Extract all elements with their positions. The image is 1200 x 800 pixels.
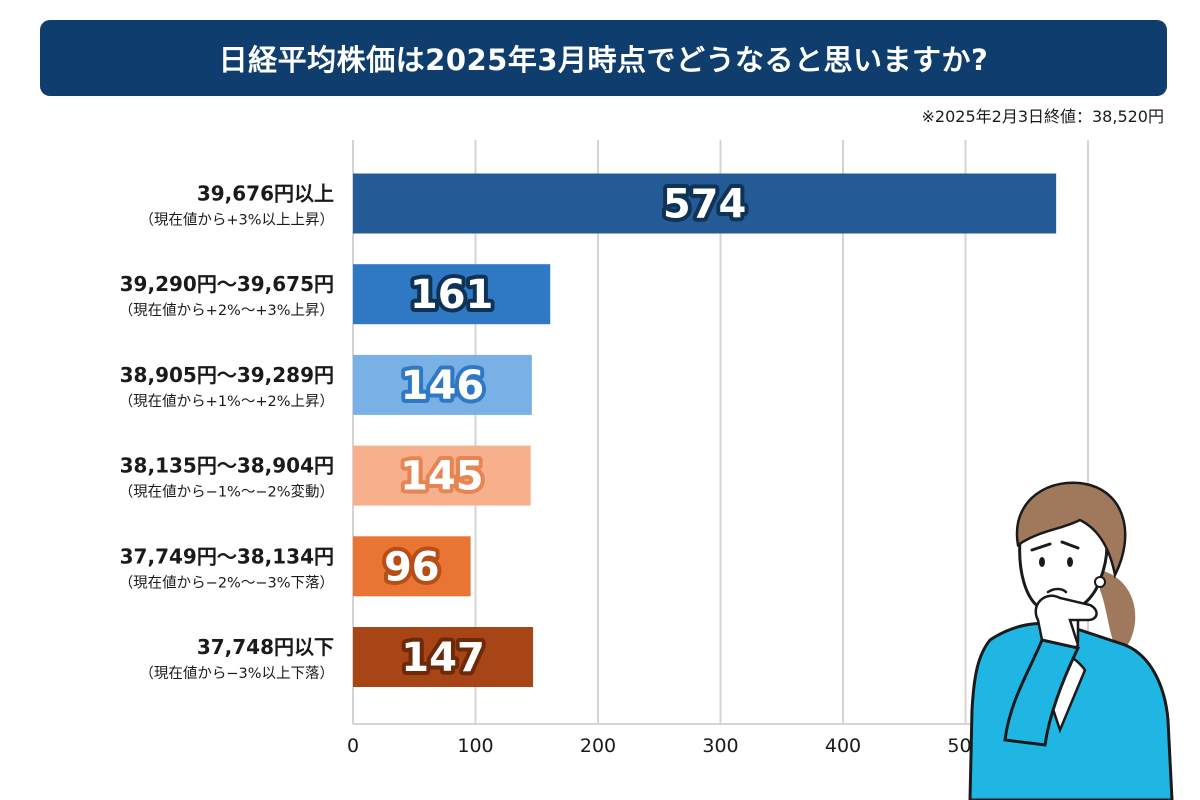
bar — [353, 173, 1057, 234]
x-tick-label: 200 — [580, 735, 616, 757]
category-label: 37,748円以下 — [197, 635, 334, 659]
thinking-woman-illustration — [968, 481, 1174, 800]
chart-title: 日経平均株価は2025年3月時点でどうなると思いますか? — [218, 43, 989, 77]
category-sublabel: （現在値から+1%～+2%上昇） — [119, 393, 334, 410]
category-sublabel: （現在値から−2%～−3%下落） — [119, 574, 334, 591]
bar-value-label: 145 — [400, 454, 484, 500]
category-label: 39,290円～39,675円 — [120, 272, 334, 296]
bar — [353, 445, 531, 506]
category-sublabel: （現在値から+3%以上上昇） — [139, 212, 334, 229]
reference-note: ※2025年2月3日終値：38,520円 — [921, 107, 1164, 126]
category-sublabel: （現在値から+2%～+3%上昇） — [119, 302, 334, 319]
bar — [353, 264, 551, 325]
category-label: 38,135円～38,904円 — [120, 454, 334, 478]
bar-value-label: 96 — [384, 544, 440, 590]
bar — [353, 536, 471, 597]
bar — [353, 627, 534, 687]
x-tick-label: 300 — [702, 735, 738, 757]
category-sublabel: （現在値から−1%～−2%変動） — [119, 484, 334, 501]
title-banner: 日経平均株価は2025年3月時点でどうなると思いますか? — [40, 20, 1167, 96]
category-label: 38,905円～39,289円 — [120, 363, 334, 387]
bar-value-label: 161 — [410, 272, 494, 318]
bar-value-label: 574 — [663, 182, 747, 228]
category-sublabel: （現在値から−3%以上下落） — [139, 665, 334, 682]
category-label: 37,749円～38,134円 — [120, 544, 334, 568]
bar-value-label: 147 — [401, 635, 485, 681]
category-label: 39,676円以上 — [197, 182, 334, 206]
x-tick-label: 400 — [825, 735, 861, 757]
x-tick-label: 0 — [347, 735, 359, 757]
bar — [353, 354, 532, 415]
bar-value-label: 146 — [401, 363, 485, 409]
x-tick-label: 100 — [457, 735, 493, 757]
